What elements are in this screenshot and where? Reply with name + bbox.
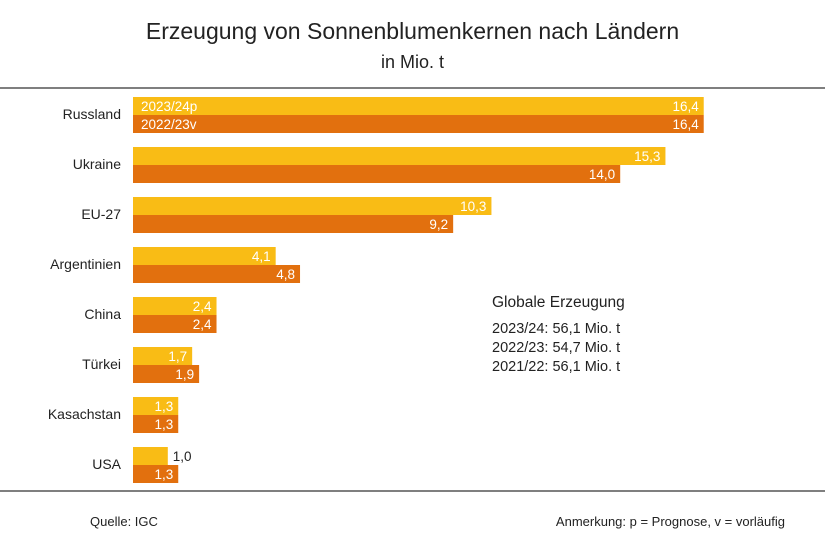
data-label: 1,9 bbox=[175, 367, 194, 382]
data-label: 9,2 bbox=[429, 217, 448, 232]
category-label: Argentinien bbox=[50, 256, 121, 272]
data-label: 16,4 bbox=[672, 117, 699, 132]
category-label: Türkei bbox=[82, 356, 121, 372]
data-label: 4,1 bbox=[252, 249, 271, 264]
bar bbox=[133, 247, 276, 265]
data-label: 15,3 bbox=[634, 149, 660, 164]
bar bbox=[133, 147, 666, 165]
global-production-line: 2023/24: 56,1 Mio. t bbox=[492, 321, 621, 337]
legend-label: 2022/23v bbox=[141, 117, 197, 132]
bar bbox=[133, 365, 200, 383]
category-label: USA bbox=[92, 456, 121, 472]
bar bbox=[133, 115, 704, 133]
bar bbox=[133, 415, 179, 433]
category-label: Russland bbox=[63, 106, 121, 122]
chart-title: Erzeugung von Sonnenblumenkernen nach Lä… bbox=[145, 18, 680, 44]
bar bbox=[133, 347, 193, 365]
category-label: EU-27 bbox=[81, 206, 121, 222]
category-label: Kasachstan bbox=[48, 406, 121, 422]
data-label: 1,3 bbox=[154, 417, 173, 432]
global-production-line: 2022/23: 54,7 Mio. t bbox=[492, 340, 621, 356]
data-label: 1,7 bbox=[168, 349, 187, 364]
data-label: 1,3 bbox=[154, 467, 173, 482]
category-label: Ukraine bbox=[73, 156, 121, 172]
bar bbox=[133, 465, 179, 483]
data-label: 1,3 bbox=[154, 399, 173, 414]
bar bbox=[133, 197, 492, 215]
global-production-box: Globale Erzeugung 2023/24: 56,1 Mio. t 2… bbox=[492, 294, 625, 378]
data-label: 2,4 bbox=[193, 299, 212, 314]
bar bbox=[133, 447, 168, 465]
bar bbox=[133, 97, 704, 115]
data-label: 4,8 bbox=[276, 267, 295, 282]
legend-label: 2023/24p bbox=[141, 99, 197, 114]
data-label: 16,4 bbox=[672, 99, 699, 114]
chart-subtitle: in Mio. t bbox=[380, 52, 445, 72]
bar bbox=[133, 165, 621, 183]
bar bbox=[133, 297, 217, 315]
bar bbox=[133, 397, 179, 415]
global-production-line: 2021/22: 56,1 Mio. t bbox=[492, 359, 621, 375]
bar bbox=[133, 215, 454, 233]
category-label: China bbox=[84, 306, 121, 322]
source-note: Quelle: IGC bbox=[90, 514, 158, 529]
bar bbox=[133, 265, 301, 283]
bar bbox=[133, 315, 217, 333]
data-label: 10,3 bbox=[460, 199, 486, 214]
remark-note: Anmerkung: p = Prognose, v = vorläufig bbox=[555, 514, 785, 529]
data-label: 1,0 bbox=[173, 449, 192, 464]
data-label: 2,4 bbox=[193, 317, 212, 332]
data-label: 14,0 bbox=[589, 167, 615, 182]
global-production-heading: Globale Erzeugung bbox=[492, 294, 625, 311]
